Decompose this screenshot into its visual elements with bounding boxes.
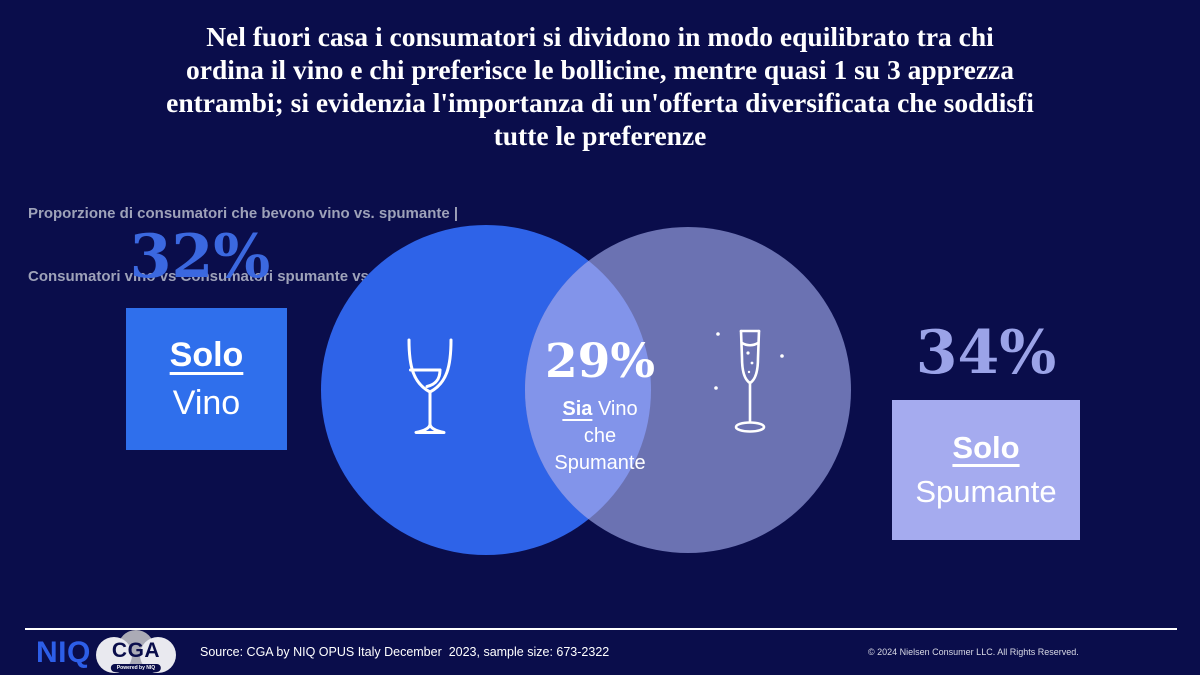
subtitle-line: Proporzione di consumatori che bevono vi… [28,205,459,222]
cga-logo-tagline: Powered by NIQ [110,664,162,672]
title-line: entrambi; si evidenzia l'importanza di u… [166,87,1034,118]
niq-logo: NIQ [36,636,91,669]
cga-logo-text: CGA [111,639,161,662]
pct-solo-spumante: 34% [915,318,1057,388]
title-line: ordina il vino e chi preferisce le bolli… [185,54,1014,85]
label-sia: Sia [562,398,593,420]
label-sia-rest: Vino [597,398,638,420]
overlap-caption: Sia Vino che Spumante [510,396,690,477]
overlap-caption-line3: Spumante [554,452,646,474]
cga-logo: CGA Powered by NIQ [96,630,176,674]
venn-overlap-region [525,227,651,553]
label-box-solo-vino: Solo Vino [126,308,287,450]
bubble-dots [714,332,784,390]
source-note: Source: CGA by NIQ OPUS Italy December 2… [200,645,610,659]
wine-glass-icon [407,338,453,434]
page-title: Nel fuori casa i consumatori si dividono… [25,20,1175,152]
pct-solo-vino: 32% [129,222,271,292]
copyright-note: © 2024 Nielsen Consumer LLC. All Rights … [868,647,1079,657]
label-solo: Solo [169,335,244,374]
title-line: tutte le preferenze [493,120,707,151]
label-solo: Solo [952,430,1020,465]
overlap-caption-line1: Sia Vino [510,396,690,423]
pct-overlap: 29% [544,334,656,389]
label-vino: Vino [172,383,241,422]
overlap-caption-line2: che [583,425,617,447]
label-box-solo-spumante: Solo Spumante [892,400,1080,540]
footer-divider [25,628,1177,630]
label-spumante: Spumante [915,474,1057,509]
title-line: Nel fuori casa i consumatori si dividono… [206,21,994,52]
champagne-flute-icon [714,329,784,433]
